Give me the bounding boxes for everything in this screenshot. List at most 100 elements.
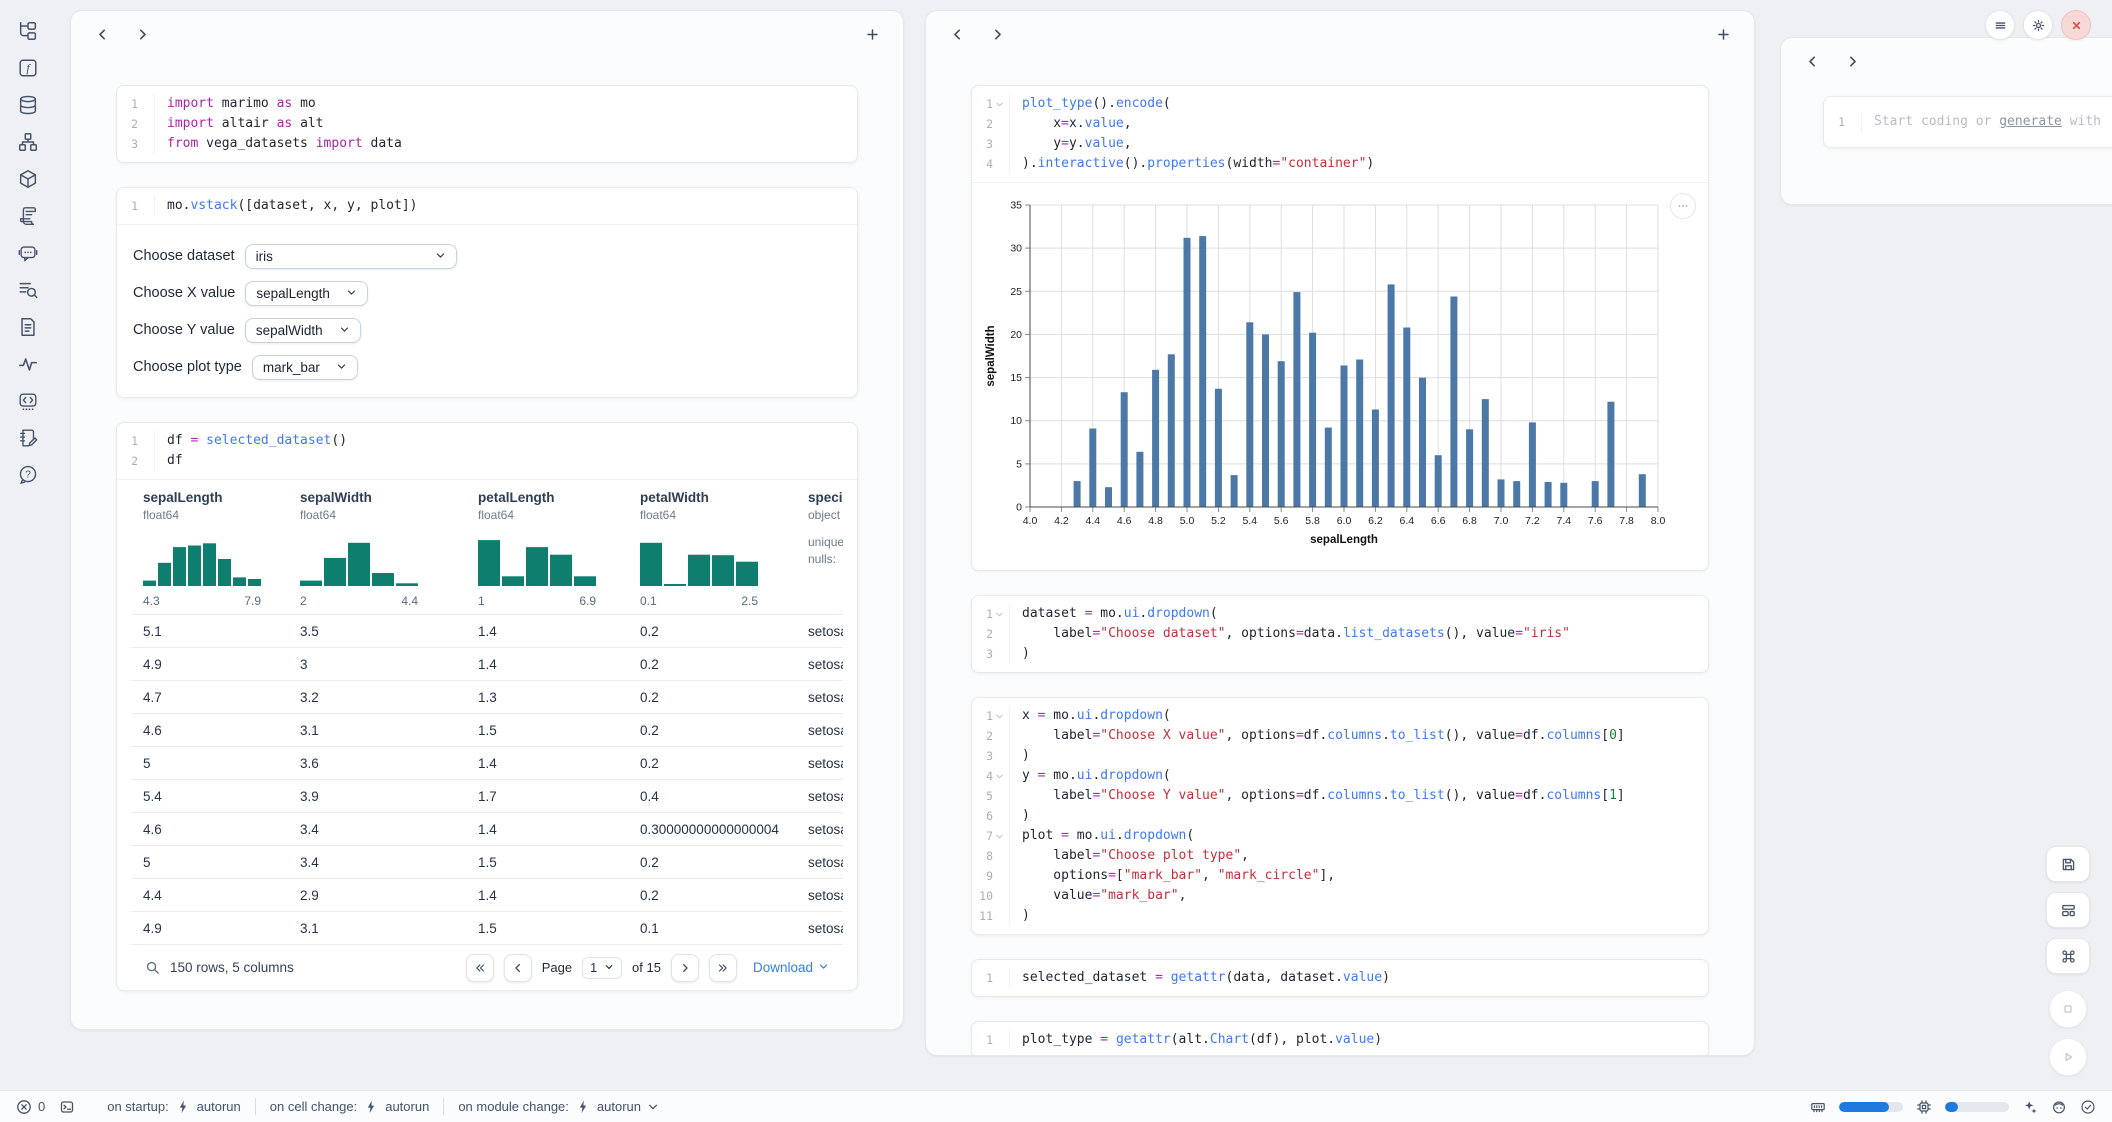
previous-page-button[interactable]: [504, 954, 532, 982]
column-header[interactable]: sepalWidthfloat6424.4: [288, 480, 466, 614]
column-type: float64: [640, 508, 796, 522]
scroll-icon[interactable]: [15, 203, 41, 229]
next-page-button[interactable]: [671, 954, 699, 982]
choose-dataset-dropdown[interactable]: iris: [245, 244, 457, 269]
line-number-text: 3: [986, 746, 993, 766]
choose-x-value-dropdown[interactable]: sepalLength: [245, 281, 368, 306]
code-line: 1selected_dataset = getattr(data, datase…: [972, 968, 1708, 988]
notebook-cell: 1import marimo as mo2import altair as al…: [116, 85, 858, 163]
download-button[interactable]: Download: [753, 960, 829, 975]
table-cell: 5: [131, 756, 288, 771]
terminal-icon[interactable]: [59, 1099, 75, 1115]
choose-y-value-dropdown[interactable]: sepalWidth: [245, 318, 361, 343]
chevron-right-icon[interactable]: [986, 23, 1008, 45]
line-number-text: 1: [986, 1030, 993, 1050]
page-number-select[interactable]: 1: [582, 957, 622, 979]
column-header[interactable]: petalWidthfloat640.12.5: [628, 480, 796, 614]
logs-icon[interactable]: [15, 277, 41, 303]
code-editor[interactable]: 1Start coding or generate with: [1824, 97, 2112, 147]
first-page-button[interactable]: [466, 954, 494, 982]
code-editor[interactable]: 1selected_dataset = getattr(data, datase…: [972, 960, 1708, 996]
run-icon[interactable]: [2049, 1038, 2087, 1076]
save-icon[interactable]: [2046, 846, 2090, 882]
line-number-text: 8: [986, 846, 993, 866]
menu-icon[interactable]: [1985, 10, 2015, 40]
chevron-down-icon: [604, 961, 614, 975]
fold-chevron-icon[interactable]: [995, 100, 1004, 109]
column-header[interactable]: speciesobjectunique:nulls:: [796, 480, 843, 614]
code-editor[interactable]: 1mo.vstack([dataset, x, y, plot]): [117, 188, 857, 224]
file-tree-icon[interactable]: [15, 18, 41, 44]
column-histogram: [143, 532, 288, 591]
svg-text:7.4: 7.4: [1556, 515, 1571, 527]
control-row: Choose plot typemark_bar: [133, 352, 841, 382]
column-histogram: [300, 532, 466, 591]
error-count-indicator[interactable]: 0: [16, 1099, 45, 1115]
config-label: on cell change:: [270, 1099, 357, 1114]
fold-chevron-icon[interactable]: [995, 712, 1004, 721]
runtime-config-1[interactable]: on startup:autorun: [107, 1099, 241, 1115]
line-number: 4: [972, 154, 1010, 174]
fold-chevron-icon[interactable]: [995, 772, 1004, 781]
runtime-config-2[interactable]: on cell change:autorun: [270, 1099, 430, 1115]
choose-plot-type-dropdown[interactable]: mark_bar: [252, 355, 358, 380]
code-editor[interactable]: 1df = selected_dataset()2df: [117, 423, 857, 479]
documentation-icon[interactable]: [15, 314, 41, 340]
line-number-text: 6: [986, 806, 993, 826]
help-icon[interactable]: ?: [15, 462, 41, 488]
chat-icon[interactable]: [15, 240, 41, 266]
snippets-icon[interactable]: [15, 388, 41, 414]
chevron-right-icon[interactable]: [131, 23, 153, 45]
notebook-cell: 1selected_dataset = getattr(data, datase…: [971, 959, 1709, 997]
page-number-value: 1: [590, 961, 597, 975]
fold-chevron-icon[interactable]: [995, 610, 1004, 619]
add-cell-button[interactable]: [861, 23, 883, 45]
line-number-text: 2: [986, 624, 993, 644]
settings-icon[interactable]: [2023, 10, 2053, 40]
activity-sidebar: f?: [0, 0, 56, 1085]
functions-icon[interactable]: f: [15, 55, 41, 81]
bar-chart[interactable]: 4.04.24.44.64.85.05.25.45.65.86.06.26.46…: [982, 197, 1674, 549]
scratchpad-icon[interactable]: [15, 425, 41, 451]
line-number-text: 1: [986, 94, 993, 114]
stop-icon[interactable]: [2049, 990, 2087, 1028]
chevron-right-icon[interactable]: [1841, 50, 1863, 72]
last-page-button[interactable]: [709, 954, 737, 982]
code-editor[interactable]: 1plot_type = getattr(alt.Chart(df), plot…: [972, 1022, 1708, 1056]
column-type: object: [808, 508, 843, 522]
chevron-left-icon[interactable]: [1801, 50, 1823, 72]
chevron-left-icon[interactable]: [946, 23, 968, 45]
ai-sparkles-icon[interactable]: [2022, 1099, 2038, 1115]
line-number-text: 1: [131, 94, 138, 114]
app-layout-icon[interactable]: [2046, 892, 2090, 928]
copilot-icon[interactable]: [2051, 1099, 2067, 1115]
generate-link[interactable]: generate: [1999, 114, 2062, 129]
tracing-icon[interactable]: [15, 351, 41, 377]
fold-chevron-icon[interactable]: [995, 832, 1004, 841]
add-cell-button[interactable]: [1712, 23, 1734, 45]
table-cell: setosa: [796, 822, 843, 837]
database-icon[interactable]: [15, 92, 41, 118]
code-line: 4y = mo.ui.dropdown(: [972, 766, 1708, 786]
chart-actions-menu-button[interactable]: [1670, 193, 1696, 219]
runtime-config-3[interactable]: on module change:autorun: [458, 1099, 659, 1115]
search-icon[interactable]: [145, 960, 160, 975]
code-editor[interactable]: 1import marimo as mo2import altair as al…: [117, 86, 857, 162]
range-max: 7.9: [244, 594, 261, 608]
code-editor[interactable]: 1plot_type().encode(2 x=x.value,3 y=y.va…: [972, 86, 1708, 182]
command-palette-icon[interactable]: [2046, 938, 2090, 974]
connection-status-icon[interactable]: [2080, 1099, 2096, 1115]
column-header[interactable]: petalLengthfloat6416.9: [466, 480, 628, 614]
chevron-left-icon[interactable]: [91, 23, 113, 45]
code-editor[interactable]: 1x = mo.ui.dropdown(2 label="Choose X va…: [972, 698, 1708, 934]
code-editor[interactable]: 1dataset = mo.ui.dropdown(2 label="Choos…: [972, 596, 1708, 672]
control-label: Choose Y value: [133, 322, 235, 338]
packages-icon[interactable]: [15, 166, 41, 192]
line-number: 2: [117, 451, 155, 471]
close-icon[interactable]: [2061, 10, 2091, 40]
table-cell: 3: [288, 657, 466, 672]
line-number: 8: [972, 846, 1010, 866]
table-cell: 0.1: [628, 921, 796, 936]
column-header[interactable]: sepalLengthfloat644.37.9: [131, 480, 288, 614]
dependency-graph-icon[interactable]: [15, 129, 41, 155]
